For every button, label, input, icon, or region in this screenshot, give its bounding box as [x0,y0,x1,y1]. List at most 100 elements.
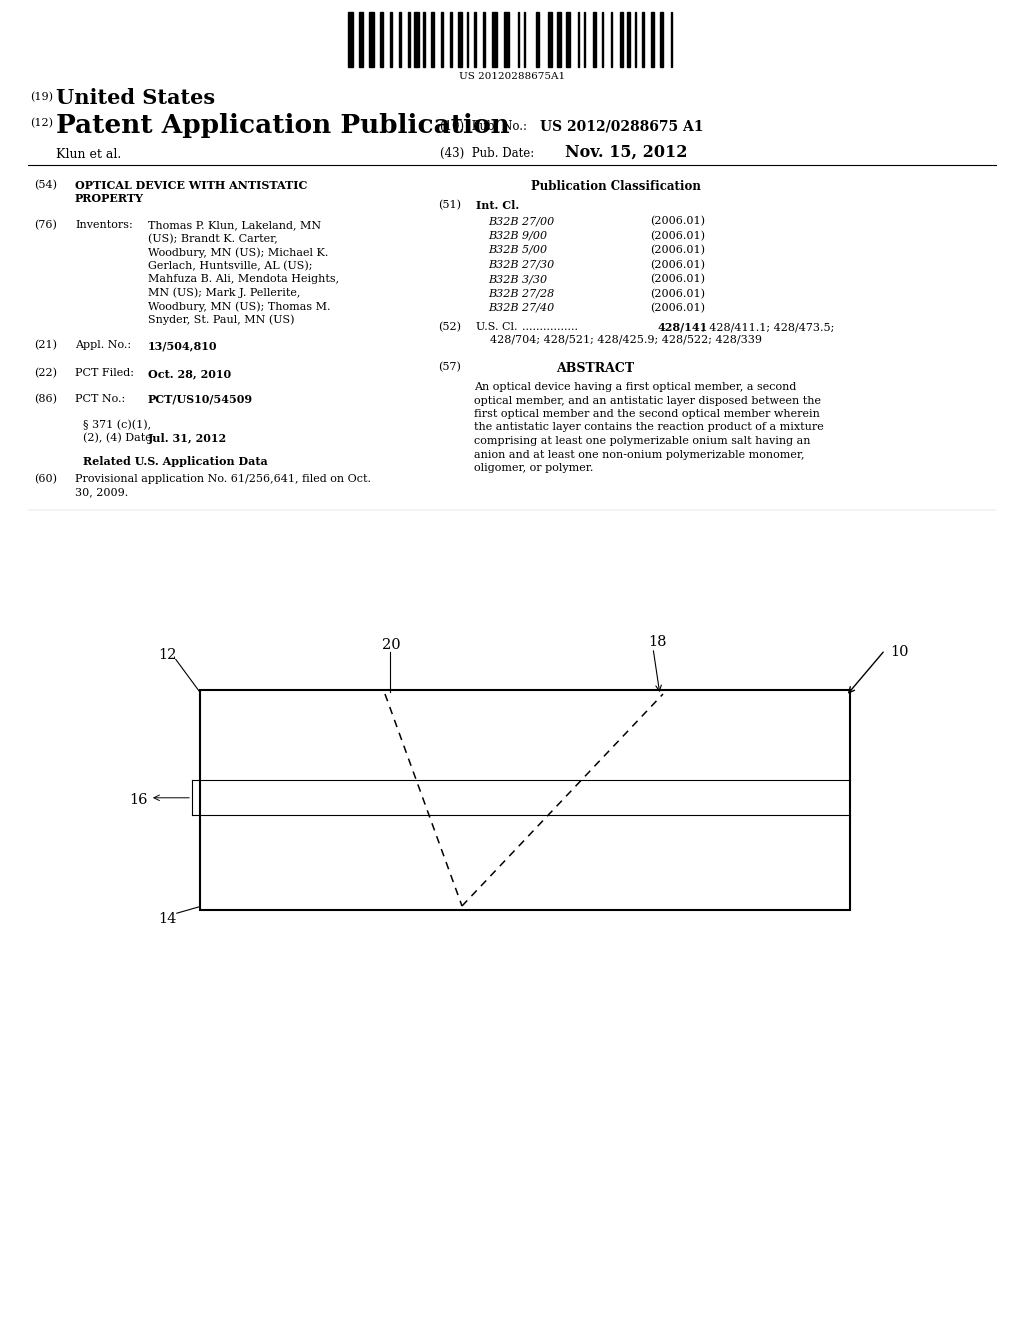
Text: Related U.S. Application Data: Related U.S. Application Data [83,455,267,467]
Text: PCT/US10/54509: PCT/US10/54509 [148,393,253,405]
Text: (22): (22) [34,368,57,379]
Bar [358,12,362,67]
Text: (10)  Pub. No.:: (10) Pub. No.: [440,120,527,133]
Text: Publication Classification: Publication Classification [531,180,700,193]
Bar [620,12,623,67]
Text: Inventors:: Inventors: [75,220,133,230]
Text: ................: ................ [522,322,578,333]
Text: ABSTRACT: ABSTRACT [556,362,634,375]
Text: Mahfuza B. Ali, Mendota Heights,: Mahfuza B. Ali, Mendota Heights, [148,275,339,284]
Text: 30, 2009.: 30, 2009. [75,487,128,498]
Text: B32B 27/40: B32B 27/40 [488,304,554,313]
Bar [408,12,410,67]
Text: (54): (54) [34,180,57,190]
Bar [492,12,497,67]
Bar [380,12,383,67]
Text: (2006.01): (2006.01) [650,275,705,284]
Bar [399,12,400,67]
Text: MN (US); Mark J. Pellerite,: MN (US); Mark J. Pellerite, [148,288,300,298]
Text: U.S. Cl.: U.S. Cl. [476,322,517,333]
Text: (51): (51) [438,201,461,210]
Text: Provisional application No. 61/256,641, filed on Oct.: Provisional application No. 61/256,641, … [75,474,371,484]
Text: anion and at least one non-onium polymerizable monomer,: anion and at least one non-onium polymer… [474,450,805,459]
Bar [593,12,596,67]
Text: oligomer, or polymer.: oligomer, or polymer. [474,463,593,473]
Text: (2), (4) Date:: (2), (4) Date: [83,433,156,444]
Text: (21): (21) [34,341,57,350]
Text: B32B 3/30: B32B 3/30 [488,275,547,284]
Bar [369,12,374,67]
Bar [556,12,561,67]
Text: (2006.01): (2006.01) [650,231,705,240]
Bar [601,12,603,67]
Text: 13/504,810: 13/504,810 [148,341,217,351]
Text: (43)  Pub. Date:: (43) Pub. Date: [440,147,535,160]
Text: Appl. No.:: Appl. No.: [75,341,131,350]
Bar [627,12,630,67]
Text: Int. Cl.: Int. Cl. [476,201,519,211]
Text: (76): (76) [34,220,57,230]
Bar [565,12,570,67]
Text: 428/704; 428/521; 428/425.9; 428/522; 428/339: 428/704; 428/521; 428/425.9; 428/522; 42… [490,335,762,345]
Text: Nov. 15, 2012: Nov. 15, 2012 [565,144,687,161]
Text: Klun et al.: Klun et al. [56,148,121,161]
Text: United States: United States [56,88,215,108]
Text: Patent Application Publication: Patent Application Publication [56,114,510,139]
Text: (2006.01): (2006.01) [650,289,705,298]
Bar [504,12,509,67]
Text: US 2012/0288675 A1: US 2012/0288675 A1 [540,120,703,135]
Bar [483,12,484,67]
Bar [441,12,442,67]
Text: (60): (60) [34,474,57,484]
Text: Snyder, St. Paul, MN (US): Snyder, St. Paul, MN (US) [148,314,295,325]
Text: 10: 10 [890,645,908,659]
Text: B32B 5/00: B32B 5/00 [488,246,547,255]
Text: Oct. 28, 2010: Oct. 28, 2010 [148,368,231,379]
Text: 16: 16 [129,793,148,807]
Text: Gerlach, Huntsville, AL (US);: Gerlach, Huntsville, AL (US); [148,260,312,271]
Bar [642,12,643,67]
Bar [578,12,579,67]
Text: Woodbury, MN (US); Thomas M.: Woodbury, MN (US); Thomas M. [148,301,331,312]
Bar [660,12,663,67]
Bar [348,12,352,67]
Bar [450,12,452,67]
Bar [423,12,425,67]
Bar [548,12,552,67]
Text: 14: 14 [158,912,176,927]
Bar [635,12,636,67]
Text: § 371 (c)(1),: § 371 (c)(1), [83,420,152,430]
Text: comprising at least one polymerizable onium salt having an: comprising at least one polymerizable on… [474,436,811,446]
Bar [430,12,433,67]
Text: 428/141: 428/141 [658,322,709,333]
Bar [671,12,672,67]
Text: 20: 20 [382,638,400,652]
Text: OPTICAL DEVICE WITH ANTISTATIC: OPTICAL DEVICE WITH ANTISTATIC [75,180,307,191]
Text: (US); Brandt K. Carter,: (US); Brandt K. Carter, [148,234,278,244]
Text: (12): (12) [30,117,53,128]
Bar [517,12,519,67]
Bar [610,12,612,67]
Text: (2006.01): (2006.01) [650,260,705,269]
Text: ; 428/411.1; 428/473.5;: ; 428/411.1; 428/473.5; [702,322,835,333]
Text: (2006.01): (2006.01) [650,304,705,313]
Text: US 20120288675A1: US 20120288675A1 [459,73,565,81]
Bar [651,12,654,67]
Bar [200,690,850,909]
Text: B32B 27/28: B32B 27/28 [488,289,554,298]
Text: (57): (57) [438,362,461,372]
Text: 18: 18 [648,635,667,649]
Text: PCT No.:: PCT No.: [75,393,125,404]
Text: An optical device having a first optical member, a second: An optical device having a first optical… [474,381,797,392]
Text: Jul. 31, 2012: Jul. 31, 2012 [148,433,227,444]
Text: Thomas P. Klun, Lakeland, MN: Thomas P. Klun, Lakeland, MN [148,220,322,230]
Bar [467,12,468,67]
Text: the antistatic layer contains the reaction product of a mixture: the antistatic layer contains the reacti… [474,422,823,433]
Bar [390,12,391,67]
Text: PROPERTY: PROPERTY [75,193,144,205]
Bar [584,12,585,67]
Bar [474,12,475,67]
Bar [458,12,462,67]
Text: PCT Filed:: PCT Filed: [75,368,134,378]
Text: (86): (86) [34,393,57,404]
